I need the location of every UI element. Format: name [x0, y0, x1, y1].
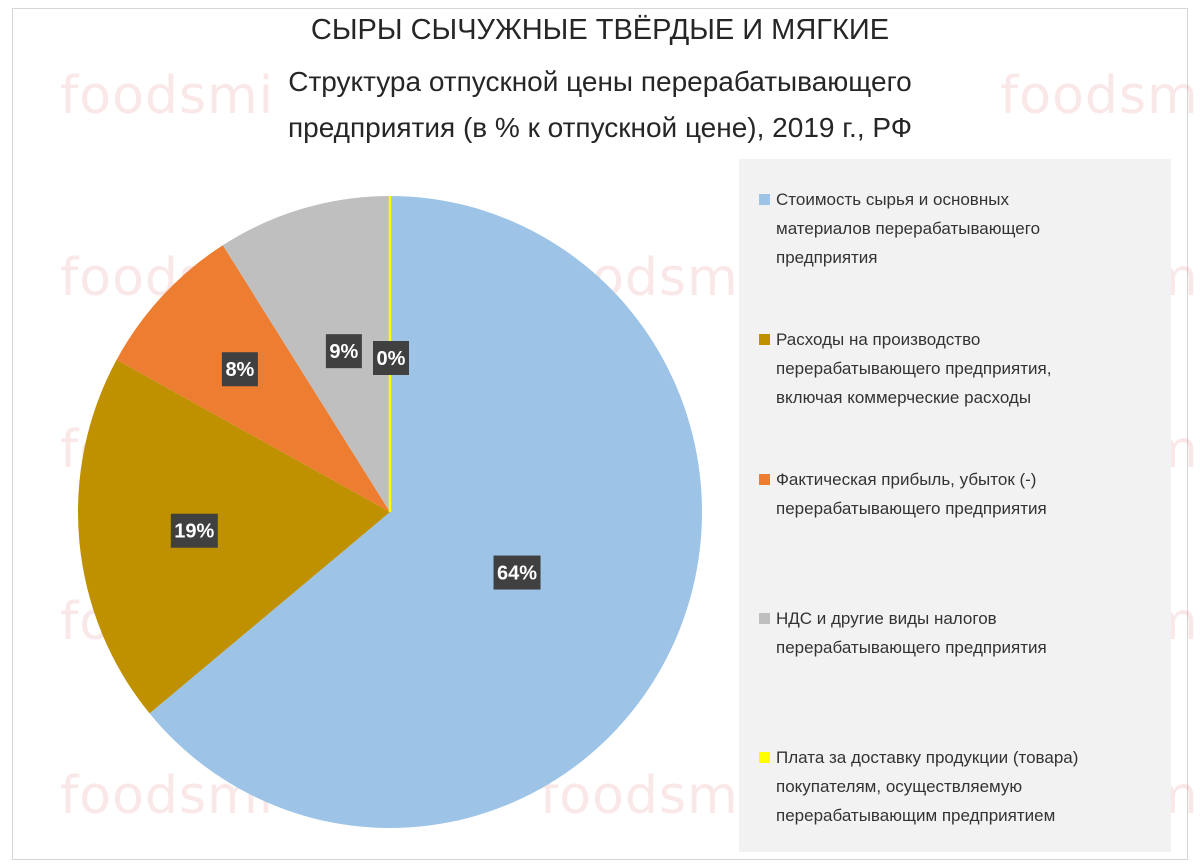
pie-data-label: 64% — [493, 555, 541, 590]
pie-slice — [149, 196, 703, 829]
legend-swatch — [759, 613, 770, 624]
legend-label: НДС и другие виды налогов перерабатывающ… — [776, 609, 1047, 657]
legend-swatch — [759, 752, 770, 763]
data-label-box — [493, 555, 541, 590]
legend-item: Стоимость сырья и основных материалов пе… — [759, 185, 1159, 272]
legend-swatch — [759, 334, 770, 345]
pie-chart: 64% 19% 8% 9% 0% — [78, 196, 703, 829]
pie-slice — [222, 196, 390, 512]
data-label-text: 0% — [377, 348, 406, 370]
data-label-text: 8% — [225, 359, 254, 381]
chart-subtitle-line-2: предприятия (в % к отпускной цене), 2019… — [287, 112, 913, 143]
chart-title: СЫРЫ СЫЧУЖНЫЕ ТВЁРДЫЕ И МЯГКИЕ — [310, 14, 890, 46]
pie-data-label: 0% — [373, 341, 409, 375]
legend-item: Расходы на производство перерабатывающег… — [759, 325, 1159, 412]
legend-swatch — [759, 474, 770, 485]
pie-data-label: 8% — [221, 352, 258, 387]
data-label-box — [325, 334, 362, 369]
pie-slice — [78, 359, 390, 714]
legend-item: НДС и другие виды налогов перерабатывающ… — [759, 604, 1159, 662]
chart-legend: Стоимость сырья и основных материалов пе… — [739, 159, 1171, 852]
legend-label: Стоимость сырья и основных материалов пе… — [776, 190, 1041, 267]
legend-label: Фактическая прибыль, убыток (-) перераба… — [776, 470, 1047, 518]
data-label-text: 64% — [497, 563, 537, 585]
data-label-text: 9% — [329, 341, 358, 363]
legend-swatch — [759, 194, 770, 205]
data-label-box — [373, 341, 409, 375]
data-label-box — [221, 352, 258, 387]
legend-label: Плата за доставку продукции (товара) пок… — [776, 748, 1079, 825]
data-label-text: 19% — [174, 521, 214, 543]
legend-item: Плата за доставку продукции (товара) пок… — [759, 743, 1159, 830]
pie-data-label: 19% — [170, 513, 218, 548]
pie-data-labels: 64% 19% 8% 9% 0% — [170, 334, 541, 590]
pie-data-label: 9% — [325, 334, 362, 369]
legend-label: Расходы на производство перерабатывающег… — [776, 330, 1052, 407]
legend-item: Фактическая прибыль, убыток (-) перераба… — [759, 465, 1159, 523]
chart-subtitle-line-1: Структура отпускной цены перерабатывающе… — [288, 66, 912, 97]
data-label-box — [170, 513, 218, 548]
pie-slices — [78, 196, 703, 829]
